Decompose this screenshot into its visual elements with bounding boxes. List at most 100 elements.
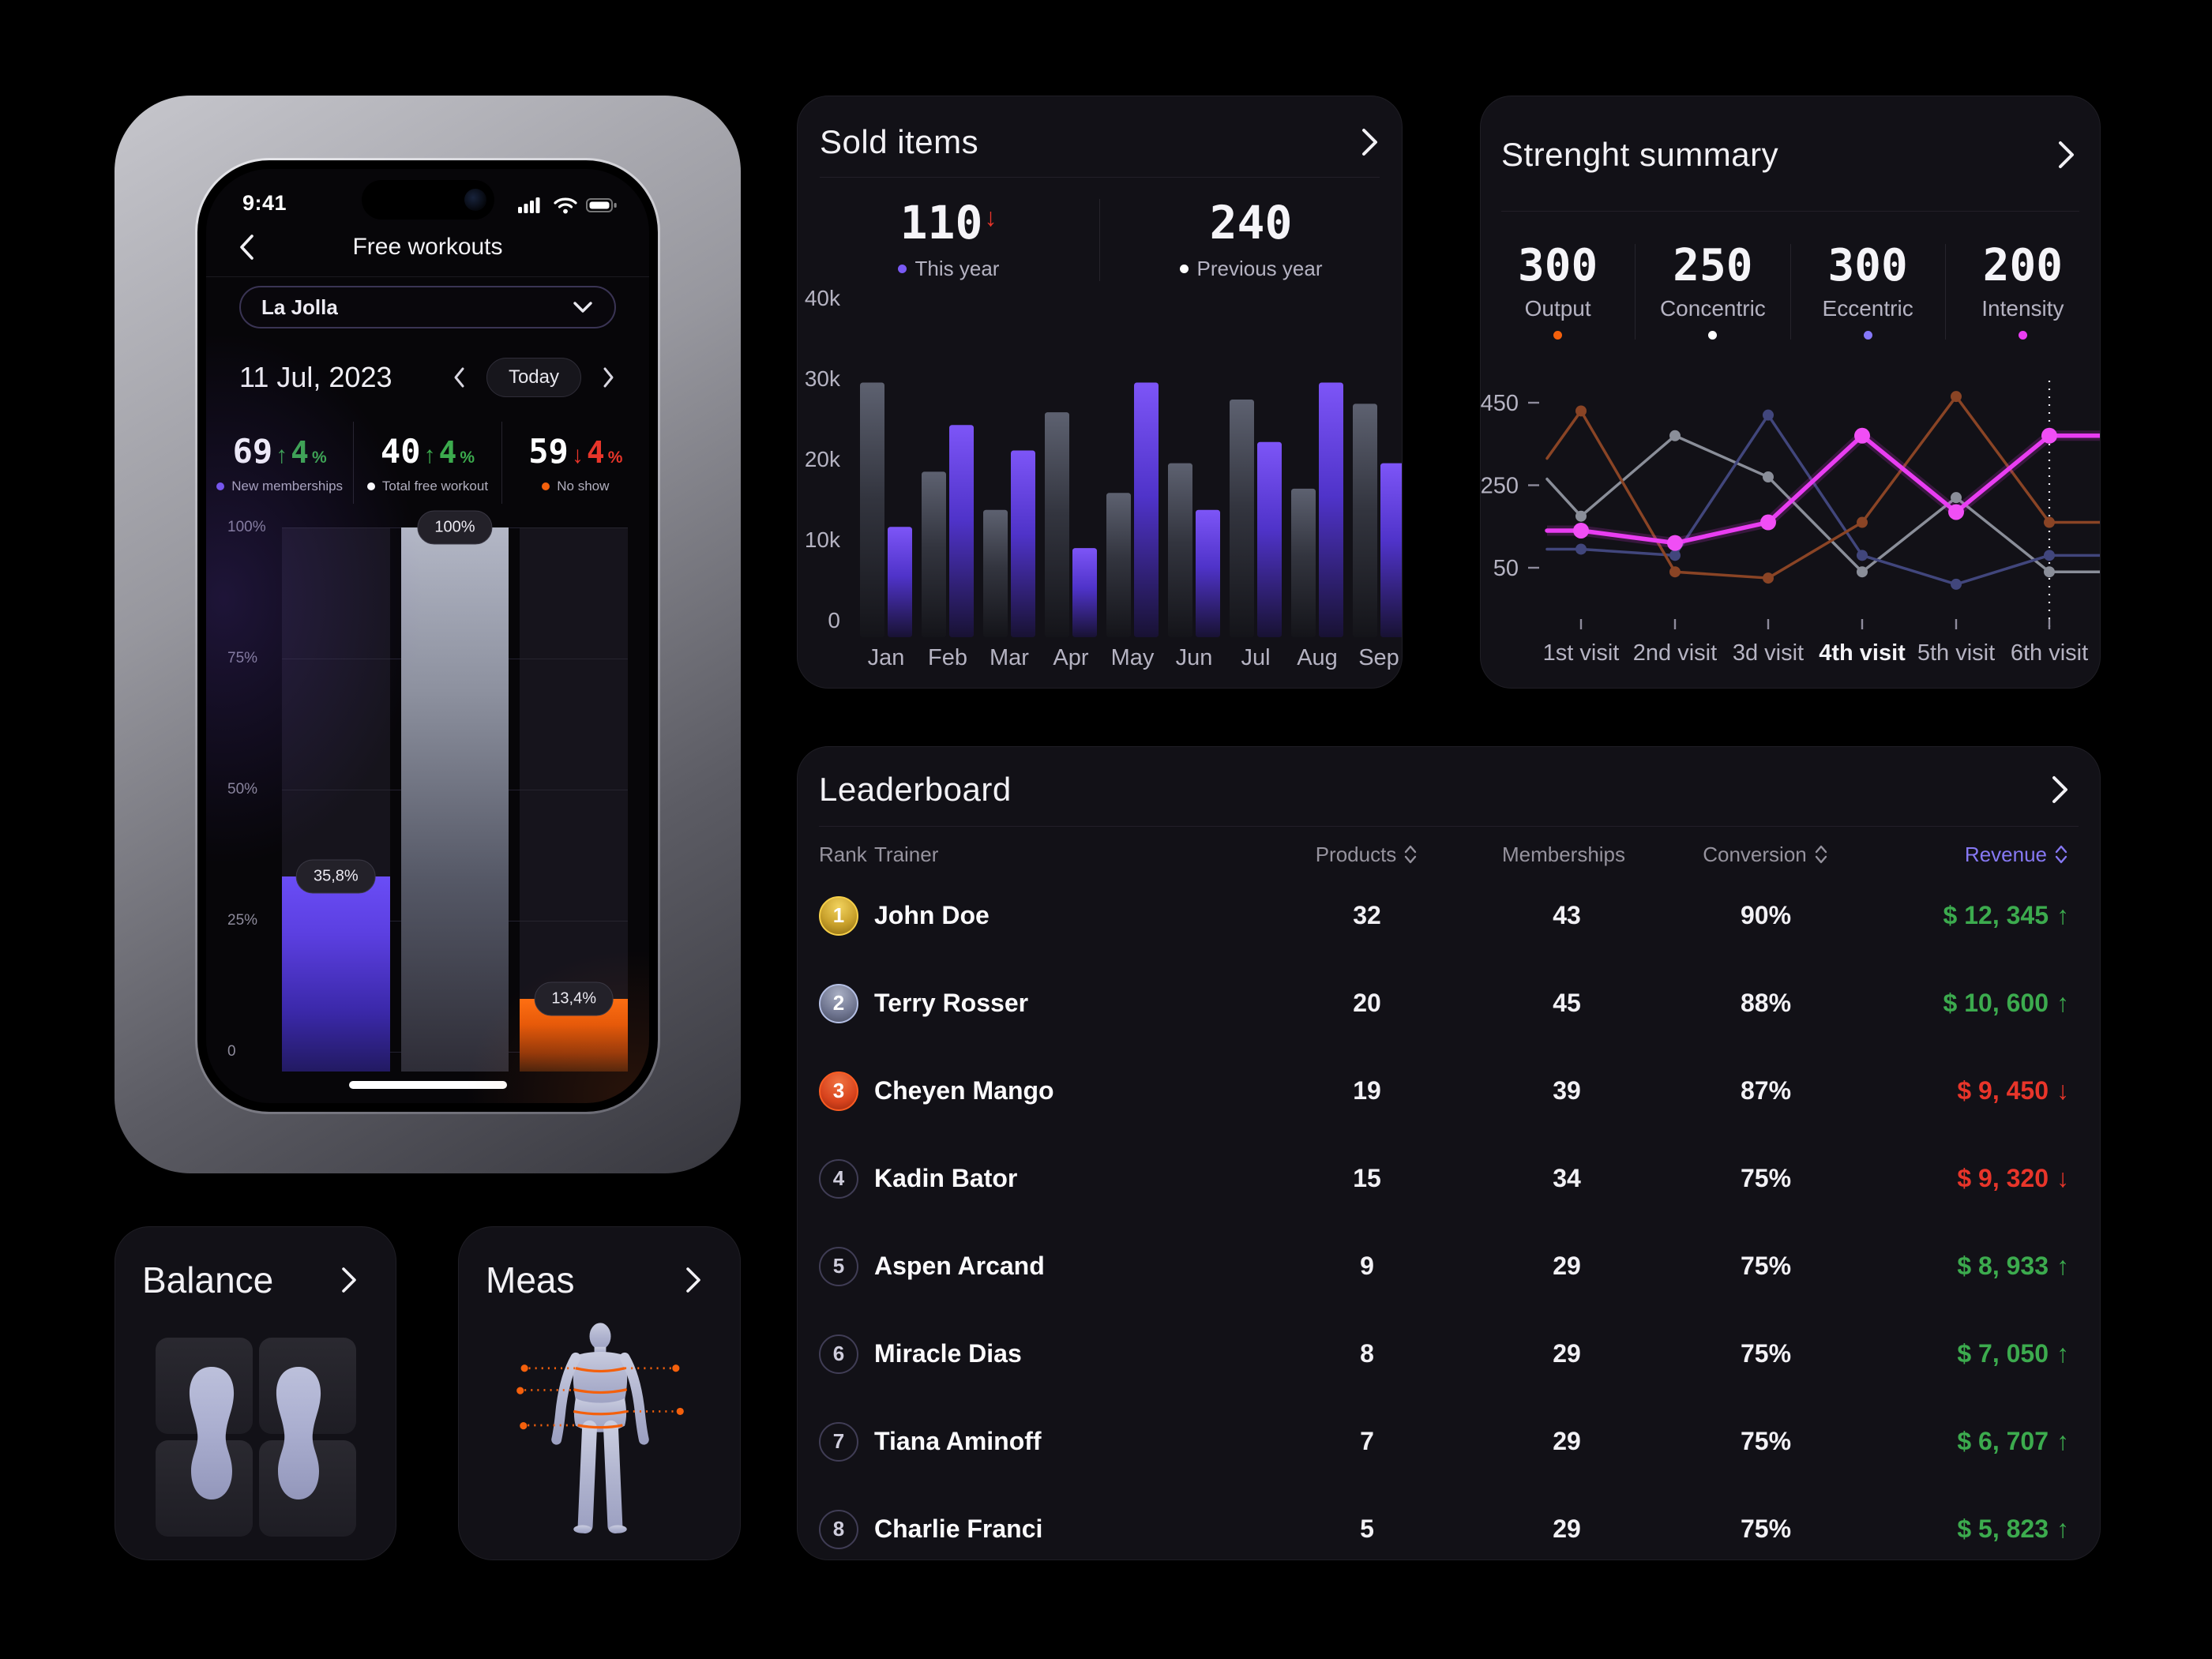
- column-header-products[interactable]: Products: [1230, 843, 1504, 867]
- column-header-revenue[interactable]: Revenue: [1902, 843, 2069, 867]
- stat-value: 300: [1827, 239, 1908, 291]
- stat-label: Eccentric: [1822, 295, 1913, 321]
- memberships-value: 39: [1553, 1076, 1581, 1105]
- table-row[interactable]: 7 Tiana Aminoff 7 29 75% $ 6, 707 ↑: [798, 1398, 2100, 1485]
- svg-text:450: 450: [1481, 391, 1519, 416]
- pressure-pad: [156, 1338, 253, 1434]
- svg-text:50: 50: [1493, 556, 1519, 581]
- conversion-value: 75%: [1740, 1514, 1792, 1543]
- measurements-card: Meas: [458, 1226, 741, 1560]
- divider: [1099, 199, 1100, 281]
- chevron-left-icon: [454, 367, 464, 388]
- svg-text:3d visit: 3d visit: [1733, 640, 1804, 666]
- table-row[interactable]: 2 Terry Rosser 20 45 88% $ 10, 600 ↑: [798, 959, 2100, 1047]
- memberships-value: 29: [1553, 1252, 1581, 1280]
- svg-text:2nd visit: 2nd visit: [1633, 640, 1717, 666]
- column-header-memberships[interactable]: Memberships: [1501, 842, 1629, 867]
- stat-delta: 4: [291, 434, 310, 470]
- table-row[interactable]: 4 Kadin Bator 15 34 75% $ 9, 320 ↓: [798, 1135, 2100, 1222]
- divider: [1501, 211, 2079, 212]
- y-axis-label: 100%: [227, 519, 266, 535]
- prev-day-button[interactable]: [452, 366, 466, 389]
- bar-track: 35,8%: [282, 527, 390, 1072]
- date-label: 11 Jul, 2023: [239, 361, 392, 393]
- trend-up-icon: ↑: [2056, 901, 2069, 929]
- chevron-down-icon: [573, 302, 592, 313]
- bar-tracks: 35,8% 100% 13,4%: [282, 510, 629, 1072]
- card-title: Leaderboard: [819, 771, 1012, 808]
- table-row[interactable]: 8 Charlie Franci 5 29 75% $ 5, 823 ↑: [798, 1485, 2100, 1560]
- strength-stat: 250 Concentric: [1635, 243, 1790, 340]
- svg-text:6th visit: 6th visit: [2011, 640, 2088, 666]
- svg-text:40k: 40k: [805, 286, 841, 310]
- sold-items-open-button[interactable]: [1358, 125, 1381, 160]
- leaderboard-open-button[interactable]: [2048, 772, 2071, 807]
- home-indicator: [348, 1081, 507, 1089]
- status-time: 9:41: [242, 191, 287, 215]
- trend-up-icon: ↑: [2056, 1427, 2069, 1455]
- chevron-left-icon: [240, 235, 253, 260]
- balance-open-button[interactable]: [339, 1264, 359, 1296]
- conversion-value: 88%: [1740, 989, 1792, 1017]
- svg-text:Jan: Jan: [868, 645, 905, 670]
- svg-text:Jul: Jul: [1241, 645, 1270, 670]
- legend-dot: [1179, 264, 1189, 273]
- revenue-value: $ 8, 933 ↑: [1957, 1252, 2069, 1280]
- revenue-value: $ 12, 345 ↑: [1943, 901, 2069, 929]
- trainer-name: Terry Rosser: [874, 989, 1029, 1017]
- pressure-pad: [156, 1440, 253, 1537]
- strength-open-button[interactable]: [2054, 137, 2078, 172]
- svg-text:Feb: Feb: [928, 645, 967, 670]
- stat-label: Intensity: [1981, 295, 2064, 321]
- column-label: Memberships: [1501, 842, 1626, 866]
- phone-stat: 40 ↑ 4 % Total free workout: [353, 422, 501, 504]
- sort-icon: [1405, 845, 1417, 864]
- strength-stats: 300 Output 250 Concentric 300 Eccentric …: [1481, 232, 2100, 351]
- table-row[interactable]: 1 John Doe 32 43 90% $ 12, 345 ↑: [798, 872, 2100, 959]
- today-button[interactable]: Today: [486, 358, 581, 397]
- trend-up-icon: ↑: [2056, 1339, 2069, 1368]
- meas-open-button[interactable]: [683, 1264, 704, 1296]
- rank-badge: 8: [819, 1509, 858, 1549]
- rank-badge: 3: [819, 1071, 858, 1111]
- conversion-value: 75%: [1740, 1427, 1792, 1455]
- stat-value: 59: [528, 431, 569, 471]
- balance-card: Balance: [115, 1226, 396, 1560]
- bar-track: 13,4%: [520, 527, 629, 1072]
- products-value: 32: [1353, 901, 1381, 929]
- card-title: Strenght summary: [1501, 136, 1779, 173]
- stat-value: 110: [899, 195, 983, 250]
- bar-track: 100%: [400, 510, 509, 1072]
- divider: [820, 177, 1380, 178]
- revenue-value: $ 9, 450 ↓: [1957, 1076, 2069, 1105]
- chevron-right-icon: [1362, 129, 1377, 156]
- phone-body: 9:41: [197, 160, 658, 1112]
- rank-badge: 6: [819, 1334, 858, 1374]
- svg-text:Sep: Sep: [1358, 645, 1399, 670]
- legend-dot: [2018, 330, 2027, 340]
- memberships-value: 43: [1553, 901, 1581, 929]
- stat-label: Previous year: [1196, 256, 1323, 280]
- sold-stat: 240 Previous year: [1100, 200, 1402, 281]
- conversion-value: 75%: [1740, 1339, 1792, 1368]
- svg-text:250: 250: [1481, 474, 1519, 499]
- rank-badge: 5: [819, 1246, 858, 1286]
- strength-stat: 300 Output: [1481, 239, 1635, 340]
- stat-value: 300: [1518, 239, 1598, 291]
- table-row[interactable]: 5 Aspen Arcand 9 29 75% $ 8, 933 ↑: [798, 1222, 2100, 1310]
- strength-stat: 200 Intensity: [1944, 243, 2100, 340]
- stat-delta: 4: [438, 434, 457, 470]
- back-button[interactable]: [236, 232, 257, 262]
- balance-pads: [156, 1338, 356, 1537]
- table-row[interactable]: 3 Cheyen Mango 19 39 87% $ 9, 450 ↓: [798, 1047, 2100, 1135]
- table-row[interactable]: 6 Miracle Dias 8 29 75% $ 7, 050 ↑: [798, 1310, 2100, 1398]
- svg-text:5th visit: 5th visit: [1917, 640, 1995, 666]
- column-header-conversion[interactable]: Conversion: [1629, 843, 1902, 867]
- sold-stat: 110↓ This year: [798, 200, 1099, 281]
- sort-icon: [1815, 845, 1827, 864]
- next-day-button[interactable]: [602, 366, 616, 389]
- products-value: 8: [1360, 1339, 1374, 1368]
- location-select[interactable]: La Jolla: [239, 286, 616, 328]
- sort-icon: [2055, 845, 2067, 864]
- date-navigation: 11 Jul, 2023 Today: [239, 357, 616, 398]
